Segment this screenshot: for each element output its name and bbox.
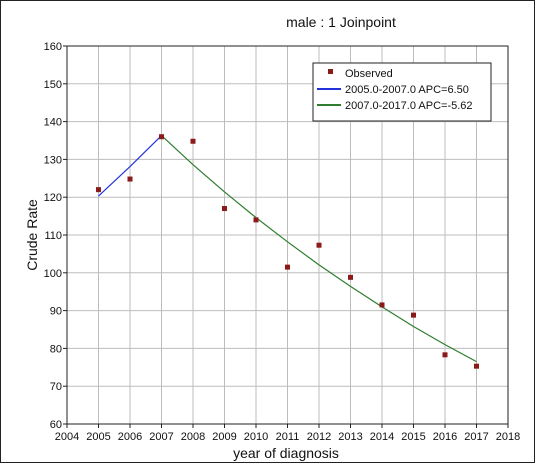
observed-point [474,363,479,369]
x-tick-label: 2017 [464,431,488,443]
observed-point [285,264,290,270]
trend-line-segment-2 [161,135,477,363]
legend-segment1-label: 2005.0-2007.0 APC=6.50 [345,84,469,96]
x-tick-label: 2016 [433,431,457,443]
x-axis: 2004 2005 2006 2007 2008 2009 2010 2011 2012 2013… [55,424,520,443]
x-axis-label: year of diagnosis [233,445,339,461]
y-tick-label: 150 [44,79,62,91]
x-tick-label: 2008 [181,431,205,443]
x-tick-label: 2011 [276,431,300,443]
trend-line-segment-1 [98,135,162,197]
legend-observed-marker [328,69,333,74]
trend-lines [98,135,477,363]
x-tick-label: 2007 [149,431,173,443]
y-tick-label: 60 [50,419,62,431]
x-tick-label: 2012 [307,431,331,443]
observed-point [96,187,101,193]
x-tick-label: 2006 [118,431,142,443]
x-tick-label: 2018 [496,431,520,443]
y-tick-label: 80 [50,343,62,355]
y-axis: 60 70 80 90 100 110 120 130 140 150 160 [44,41,67,431]
observed-point [442,352,448,358]
y-tick-label: 90 [50,306,62,318]
observed-point [127,176,133,182]
legend: Observed 2005.0-2007.0 APC=6.50 2007.0-2… [312,62,492,122]
observed-point [316,242,322,248]
y-tick-label: 100 [44,268,62,280]
y-tick-label: 110 [44,230,62,242]
observed-point [222,206,227,212]
observed-point [190,138,196,144]
chart-title: male : 1 Joinpoint [286,14,396,30]
observed-point [253,217,259,223]
observed-point [411,312,416,318]
legend-box [312,62,492,122]
observed-point [159,134,164,140]
y-axis-label: Crude Rate [24,199,40,271]
y-tick-label: 120 [44,192,62,204]
x-tick-label: 2015 [401,431,425,443]
y-tick-label: 70 [50,381,62,393]
y-tick-label: 140 [44,117,62,129]
x-tick-label: 2010 [244,431,268,443]
observed-point [348,274,353,280]
observed-point [379,302,385,308]
x-tick-label: 2014 [370,431,394,443]
y-tick-label: 160 [44,41,62,53]
legend-observed-label: Observed [345,68,393,80]
x-tick-label: 2009 [212,431,236,443]
observed-points [96,134,479,369]
x-tick-label: 2005 [86,431,110,443]
x-tick-label: 2013 [338,431,362,443]
x-tick-label: 2004 [55,431,79,443]
legend-segment2-label: 2007.0-2017.0 APC=-5.62 [345,100,473,112]
y-tick-label: 130 [44,154,62,166]
